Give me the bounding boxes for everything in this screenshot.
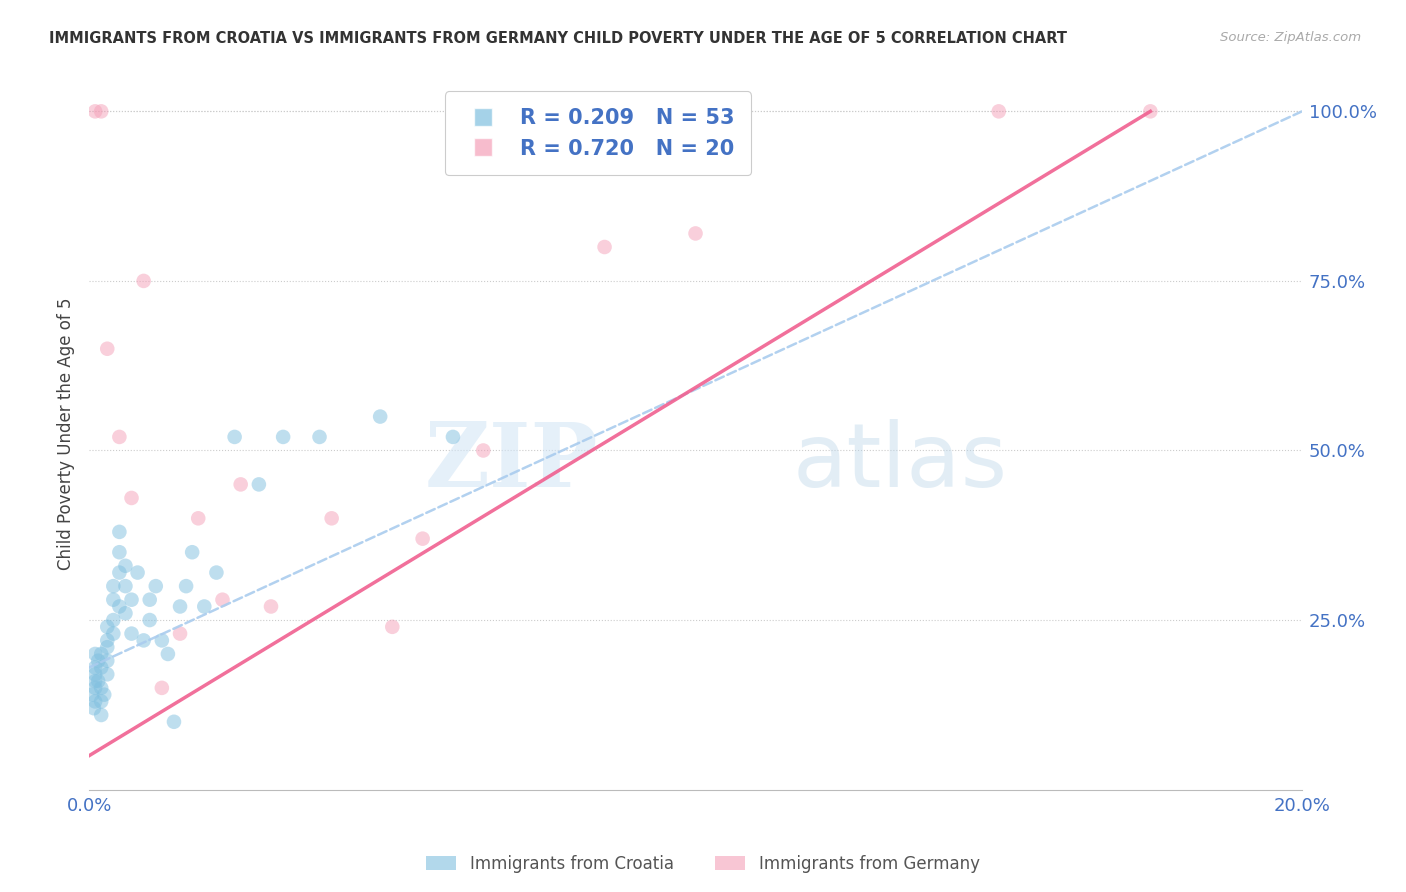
Point xyxy=(90,647,112,661)
Point xyxy=(90,708,112,723)
Point xyxy=(593,240,616,254)
Text: Source: ZipAtlas.com: Source: ZipAtlas.com xyxy=(1220,31,1361,45)
Point xyxy=(84,694,107,708)
Point xyxy=(84,674,107,689)
Point xyxy=(174,579,197,593)
Point xyxy=(103,592,125,607)
Point xyxy=(260,599,283,614)
Point xyxy=(150,633,173,648)
Point xyxy=(114,558,136,573)
Point xyxy=(163,714,186,729)
Point xyxy=(156,647,179,661)
Point xyxy=(1139,104,1161,119)
Point xyxy=(96,342,118,356)
Point xyxy=(205,566,228,580)
Point xyxy=(685,227,707,241)
Point xyxy=(138,613,160,627)
Point xyxy=(84,104,107,119)
Point xyxy=(368,409,391,424)
Point xyxy=(412,532,434,546)
Point xyxy=(114,607,136,621)
Text: IMMIGRANTS FROM CROATIA VS IMMIGRANTS FROM GERMANY CHILD POVERTY UNDER THE AGE O: IMMIGRANTS FROM CROATIA VS IMMIGRANTS FR… xyxy=(49,31,1067,46)
Point xyxy=(224,430,246,444)
Point xyxy=(441,430,464,444)
Point xyxy=(108,430,131,444)
Point xyxy=(103,613,125,627)
Point xyxy=(96,633,118,648)
Point xyxy=(96,640,118,655)
Point xyxy=(321,511,343,525)
Point xyxy=(108,566,131,580)
Point xyxy=(83,701,105,715)
Point xyxy=(114,579,136,593)
Point xyxy=(82,688,104,702)
Point xyxy=(145,579,167,593)
Point xyxy=(181,545,204,559)
Text: atlas: atlas xyxy=(793,418,1008,506)
Legend: Immigrants from Croatia, Immigrants from Germany: Immigrants from Croatia, Immigrants from… xyxy=(419,848,987,880)
Point xyxy=(169,626,191,640)
Point xyxy=(87,674,110,689)
Point xyxy=(96,654,118,668)
Point xyxy=(103,579,125,593)
Point xyxy=(108,599,131,614)
Text: ZIP: ZIP xyxy=(425,418,599,506)
Point xyxy=(193,599,215,614)
Point xyxy=(308,430,330,444)
Point xyxy=(90,660,112,674)
Point xyxy=(90,694,112,708)
Point xyxy=(987,104,1010,119)
Point xyxy=(103,626,125,640)
Point xyxy=(96,620,118,634)
Point xyxy=(87,654,110,668)
Point xyxy=(90,681,112,695)
Point xyxy=(84,667,107,681)
Point xyxy=(84,660,107,674)
Point xyxy=(271,430,294,444)
Point xyxy=(150,681,173,695)
Legend: R = 0.209   N = 53, R = 0.720   N = 20: R = 0.209 N = 53, R = 0.720 N = 20 xyxy=(446,91,751,175)
Point xyxy=(169,599,191,614)
Point xyxy=(121,592,143,607)
Point xyxy=(108,545,131,559)
Point xyxy=(121,491,143,505)
Point xyxy=(127,566,149,580)
Point xyxy=(121,626,143,640)
Point xyxy=(247,477,270,491)
Point xyxy=(229,477,252,491)
Point xyxy=(84,647,107,661)
Point xyxy=(132,633,155,648)
Point xyxy=(93,688,115,702)
Y-axis label: Child Poverty Under the Age of 5: Child Poverty Under the Age of 5 xyxy=(58,297,75,570)
Point xyxy=(108,524,131,539)
Point xyxy=(211,592,233,607)
Point xyxy=(472,443,495,458)
Point xyxy=(84,681,107,695)
Point xyxy=(187,511,209,525)
Point xyxy=(90,104,112,119)
Point xyxy=(96,667,118,681)
Point xyxy=(381,620,404,634)
Point xyxy=(132,274,155,288)
Point xyxy=(138,592,160,607)
